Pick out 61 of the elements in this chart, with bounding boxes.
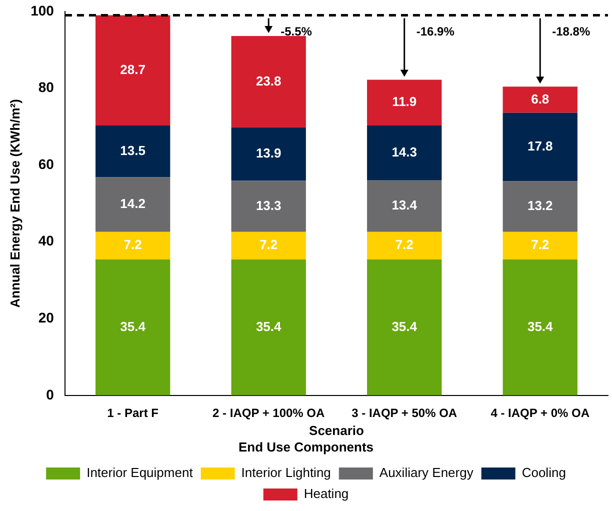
data-label: 13.5 [120,142,146,158]
x-axis-title: Scenario [309,423,364,438]
x-tick-label: 4 - IAQP + 0% OA [490,406,590,420]
bar [367,259,442,396]
bar [96,15,170,126]
legend-label: Interior Lighting [241,465,331,480]
bar [231,36,306,128]
y-tick-label: 100 [30,2,54,18]
data-label: 7.2 [395,237,414,252]
data-label: 11.9 [392,94,417,110]
x-tick-label: 3 - IAQP + 50% OA [352,406,458,420]
y-axis-title: Annual Energy End Use (KWh/m²) [7,99,22,308]
bar [96,259,170,396]
bar [231,180,306,232]
bar [231,259,306,396]
bar [502,181,578,232]
data-label: 14.2 [120,196,146,212]
bar [96,125,170,178]
bar [367,232,442,260]
bar [367,125,442,180]
bar [502,259,578,396]
bar [367,180,442,232]
bar [96,232,170,260]
data-label: 14.3 [392,144,418,160]
bar [502,86,578,113]
data-label: 35.4 [392,319,418,334]
annotation: -18.8% [552,24,590,39]
data-label: 13.2 [527,198,553,214]
data-label: 7.2 [124,237,142,252]
x-tick-label: 1 - Part F [107,406,159,420]
legend-title: End Use Components [238,439,374,454]
data-label: 13.9 [256,146,282,161]
y-tick-label: 40 [38,232,54,249]
bar [231,232,306,260]
bar [96,177,170,232]
legend-label: Interior Equipment [86,465,194,480]
data-label: 13.4 [392,198,418,213]
data-label: 28.7 [120,62,146,77]
bar [502,232,578,260]
data-label: 7.2 [531,237,550,252]
y-tick-label: 60 [38,156,54,172]
data-label: 35.4 [120,319,146,334]
data-label: 17.8 [527,138,553,154]
data-label: 7.2 [260,237,278,252]
data-label: 13.3 [256,198,282,213]
annotation: -5.5% [280,24,312,39]
data-label: 35.4 [527,319,554,334]
annotation: -16.9% [416,24,455,39]
bar [231,127,306,181]
y-tick-label: 20 [38,309,54,326]
legend-label: Heating [304,486,349,502]
bar [367,80,442,126]
data-label: 6.8 [531,91,550,106]
data-label: 23.8 [256,73,282,88]
legend-label: Cooling [522,465,566,480]
data-label: 35.4 [256,319,282,334]
x-tick-label: 2 - IAQP + 100% OA [212,406,326,420]
legend-label: Auxiliary Energy [379,465,474,480]
y-tick-label: 80 [38,79,54,96]
bar [502,112,578,182]
y-tick-label: 0 [46,386,54,402]
